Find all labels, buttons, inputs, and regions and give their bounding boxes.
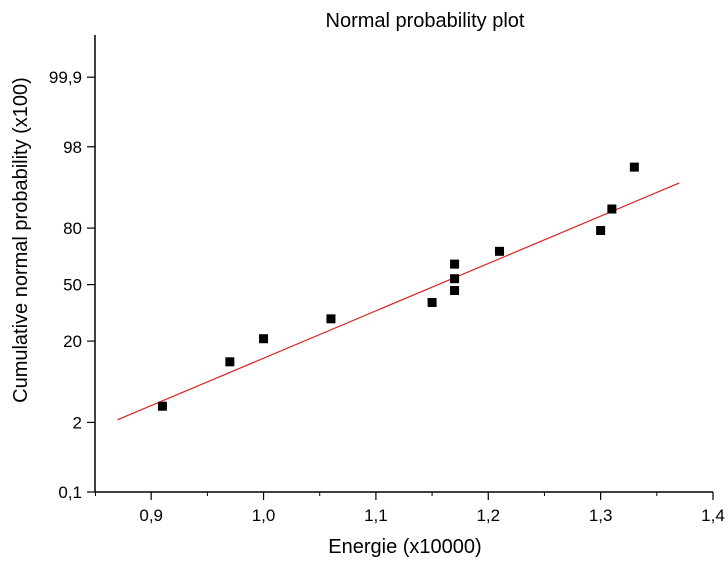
fit-line [117, 182, 680, 421]
data-point [157, 401, 167, 411]
data-point [607, 204, 617, 214]
y-tick-label: 0,1 [58, 483, 82, 502]
x-axis-label: Energie (x10000) [328, 536, 482, 558]
data-points [157, 162, 639, 411]
x-tick-label: 1,2 [476, 506, 500, 525]
data-point [427, 297, 437, 307]
data-point [450, 285, 460, 295]
y-tick-label: 99,9 [49, 68, 82, 87]
y-tick-label: 80 [63, 219, 82, 238]
y-tick-label: 98 [63, 138, 82, 157]
x-tick-label: 1,1 [364, 506, 388, 525]
data-point [450, 274, 460, 284]
x-tick-label: 1,0 [252, 506, 276, 525]
data-point [495, 246, 505, 256]
y-tick-label: 20 [63, 332, 82, 351]
y-axis-label: Cumulative normal probability (x100) [10, 77, 32, 403]
fit-line-group [117, 182, 680, 421]
data-point [450, 259, 460, 269]
x-tick-label: 1,4 [701, 506, 725, 525]
data-point [629, 162, 639, 172]
chart-title: Normal probability plot [325, 10, 525, 32]
data-point [225, 357, 235, 367]
x-tick-label: 0,9 [139, 506, 163, 525]
y-tick-label: 2 [73, 413, 82, 432]
axes: 0,9 1,0 1,1 1,2 1,3 1,4 0,1 2 20 50 80 98 99,9 [49, 35, 725, 525]
data-point [259, 334, 269, 344]
x-tick-label: 1,3 [589, 506, 613, 525]
data-point [596, 225, 606, 235]
data-point [326, 314, 336, 324]
y-tick-label: 50 [63, 276, 82, 295]
